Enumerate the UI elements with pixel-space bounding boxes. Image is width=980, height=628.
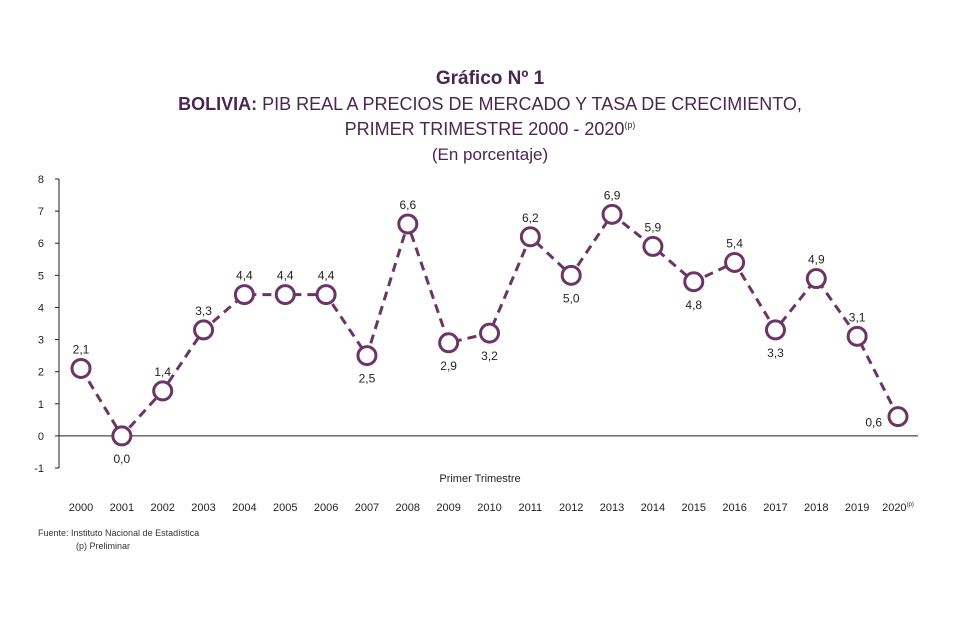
data-label: 6,9 [604, 188, 621, 202]
data-label: 3,3 [767, 346, 784, 360]
y-tick-label: 1 [38, 399, 44, 411]
source-note: Fuente: Instituto Nacional de Estadístic… [38, 528, 200, 538]
x-tick-label: 2007 [355, 502, 379, 514]
data-point [642, 235, 664, 257]
data-label: 1,4 [154, 365, 171, 379]
data-point [152, 380, 174, 402]
data-point [805, 268, 827, 290]
data-point [193, 319, 215, 341]
data-point [315, 284, 337, 306]
x-tick-label: 2012 [559, 502, 583, 514]
data-label: 6,6 [399, 198, 416, 212]
data-point [438, 332, 460, 354]
x-tick-superscript: (p) [907, 502, 914, 508]
x-tick-label: 2014 [641, 502, 665, 514]
data-point [683, 271, 705, 293]
data-label: 3,2 [481, 349, 498, 363]
data-label: 5,0 [563, 291, 580, 305]
data-point [887, 406, 909, 428]
data-label: 0,0 [114, 452, 131, 466]
x-tick-label: 2015 [682, 502, 706, 514]
preliminary-note: (p) Preliminar [76, 541, 131, 551]
y-tick-label: -1 [34, 463, 44, 475]
chart-title-superscript: (p) [624, 120, 636, 130]
data-label: 2,5 [359, 372, 376, 386]
y-tick-label: 0 [38, 431, 44, 443]
data-point [111, 425, 133, 447]
data-point [479, 322, 500, 344]
y-tick-label: 7 [38, 206, 44, 218]
data-point [764, 319, 786, 341]
data-point [846, 325, 868, 347]
x-tick-label: 2010 [477, 502, 501, 514]
x-tick-label: 2003 [191, 502, 215, 514]
data-point [356, 345, 378, 367]
data-point [397, 213, 419, 235]
x-tick-label: 2000 [69, 502, 93, 514]
x-tick-label: 2013 [600, 502, 624, 514]
chart-title-period: PRIMER TRIMESTRE 2000 - 2020 [344, 119, 625, 139]
data-label: 4,4 [277, 269, 294, 283]
data-label: 5,9 [645, 220, 662, 234]
x-tick-label: 2004 [232, 502, 256, 514]
x-tick-label: 2008 [396, 502, 420, 514]
x-tick-label: 2017 [763, 502, 787, 514]
chart-label: Gráfico Nº 1 [435, 68, 545, 89]
y-tick-label: 6 [38, 238, 44, 250]
data-point [519, 226, 541, 248]
data-point [724, 251, 746, 273]
data-point [560, 264, 582, 286]
x-tick-label: 2016 [722, 502, 746, 514]
y-tick-label: 4 [38, 302, 44, 314]
data-label: 2,9 [440, 359, 457, 373]
x-tick-label: 2020(p) [882, 502, 914, 514]
data-label: 4,4 [236, 269, 253, 283]
data-label: 4,9 [808, 253, 825, 267]
x-tick-label: 2005 [273, 502, 297, 514]
x-tick-label: 2002 [150, 502, 174, 514]
data-point [601, 203, 623, 225]
data-label: 0,6 [865, 416, 882, 430]
x-tick-label: 2001 [110, 502, 134, 514]
data-label: 3,1 [849, 310, 866, 324]
chart-title-country: BOLIVIA: [178, 94, 258, 114]
data-point [274, 284, 296, 306]
y-tick-label: 2 [38, 367, 44, 379]
data-point [70, 357, 92, 379]
chart-title-line1: BOLIVIA: PIB REAL A PRECIOS DE MERCADO Y… [0, 94, 980, 115]
x-tick-label: 2006 [314, 502, 338, 514]
chart-subtitle: (En porcentaje) [431, 145, 549, 164]
x-tick-label: 2019 [845, 502, 869, 514]
y-tick-label: 8 [38, 174, 44, 186]
x-axis-title: Primer Trimestre [439, 473, 520, 485]
x-tick-label: 2009 [436, 502, 460, 514]
data-label: 3,3 [195, 304, 212, 318]
chart-title-main: PIB REAL A PRECIOS DE MERCADO Y TASA DE … [262, 94, 802, 114]
data-label: 6,2 [522, 211, 539, 225]
y-tick-label: 5 [38, 270, 44, 282]
data-label: 4,4 [318, 269, 335, 283]
x-tick-label: 2011 [519, 502, 543, 514]
data-label: 5,4 [726, 236, 743, 250]
data-label: 4,8 [685, 298, 702, 312]
x-tick-label: 2018 [804, 502, 828, 514]
data-label: 2,1 [73, 342, 90, 356]
chart-title-line2: PRIMER TRIMESTRE 2000 - 2020(p) [0, 119, 980, 140]
data-point [233, 284, 255, 306]
chart-footer: Fuente: Instituto Nacional de Estadístic… [38, 527, 199, 553]
y-tick-label: 3 [38, 335, 44, 347]
